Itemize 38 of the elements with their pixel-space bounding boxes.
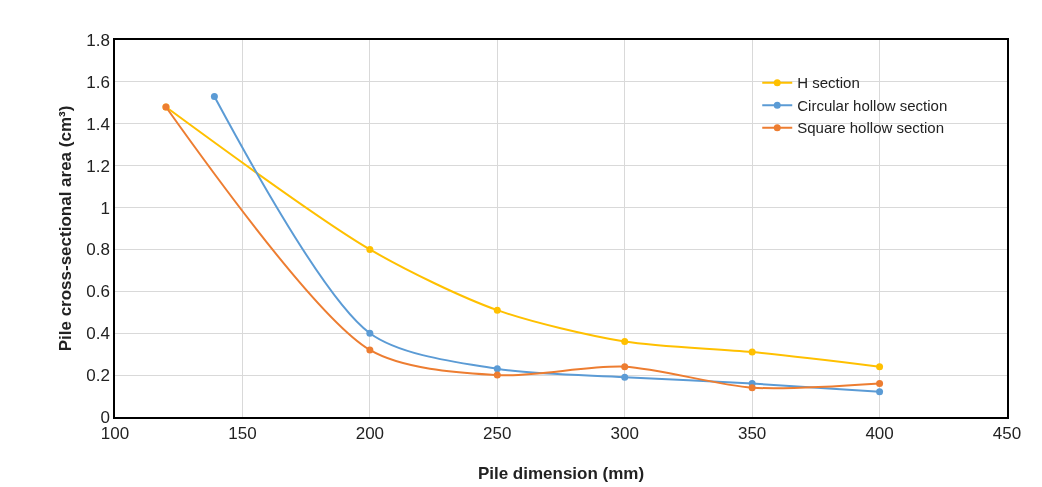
y-tick-label: 1.4	[86, 114, 110, 134]
point	[210, 93, 218, 101]
x-tick-label: 300	[610, 424, 639, 444]
x-tick-label: 100	[100, 424, 130, 444]
x-tick-label: 450	[992, 424, 1022, 444]
point	[748, 384, 756, 392]
point	[876, 379, 884, 387]
x-tick-label: 400	[865, 424, 894, 444]
point	[621, 363, 629, 371]
point	[621, 373, 629, 381]
legend-label: H section	[797, 74, 860, 92]
y-tick-label: 1.6	[86, 72, 110, 92]
y-tick-label: 0.6	[86, 282, 110, 302]
y-tick-label: 1.2	[86, 156, 110, 176]
legend-label: Square hollow section	[797, 119, 945, 137]
point	[493, 365, 501, 373]
point	[366, 329, 374, 337]
x-tick-label: 150	[228, 424, 257, 444]
point	[366, 346, 374, 354]
x-tick-label: 250	[483, 424, 512, 444]
point	[621, 338, 629, 346]
y-tick-label: 1.8	[86, 30, 110, 50]
point	[876, 388, 884, 396]
y-tick-label: 0.2	[86, 366, 110, 386]
legend-label: Circular hollow section	[797, 96, 948, 114]
point	[748, 348, 756, 356]
point	[493, 306, 501, 314]
y-axis-title: Pile cross-sectional area (cm³)	[55, 105, 75, 352]
point	[493, 371, 501, 379]
y-tick-label: 0.8	[86, 240, 110, 260]
y-tick-label: 1	[100, 198, 110, 218]
x-axis-title: Pile dimension (mm)	[477, 463, 645, 483]
point	[366, 245, 374, 253]
x-tick-label: 350	[737, 424, 767, 444]
x-tick-label: 200	[355, 424, 385, 444]
y-tick-label: 0.4	[86, 324, 110, 344]
y-tick-label: 0	[100, 407, 110, 427]
point	[876, 363, 884, 371]
